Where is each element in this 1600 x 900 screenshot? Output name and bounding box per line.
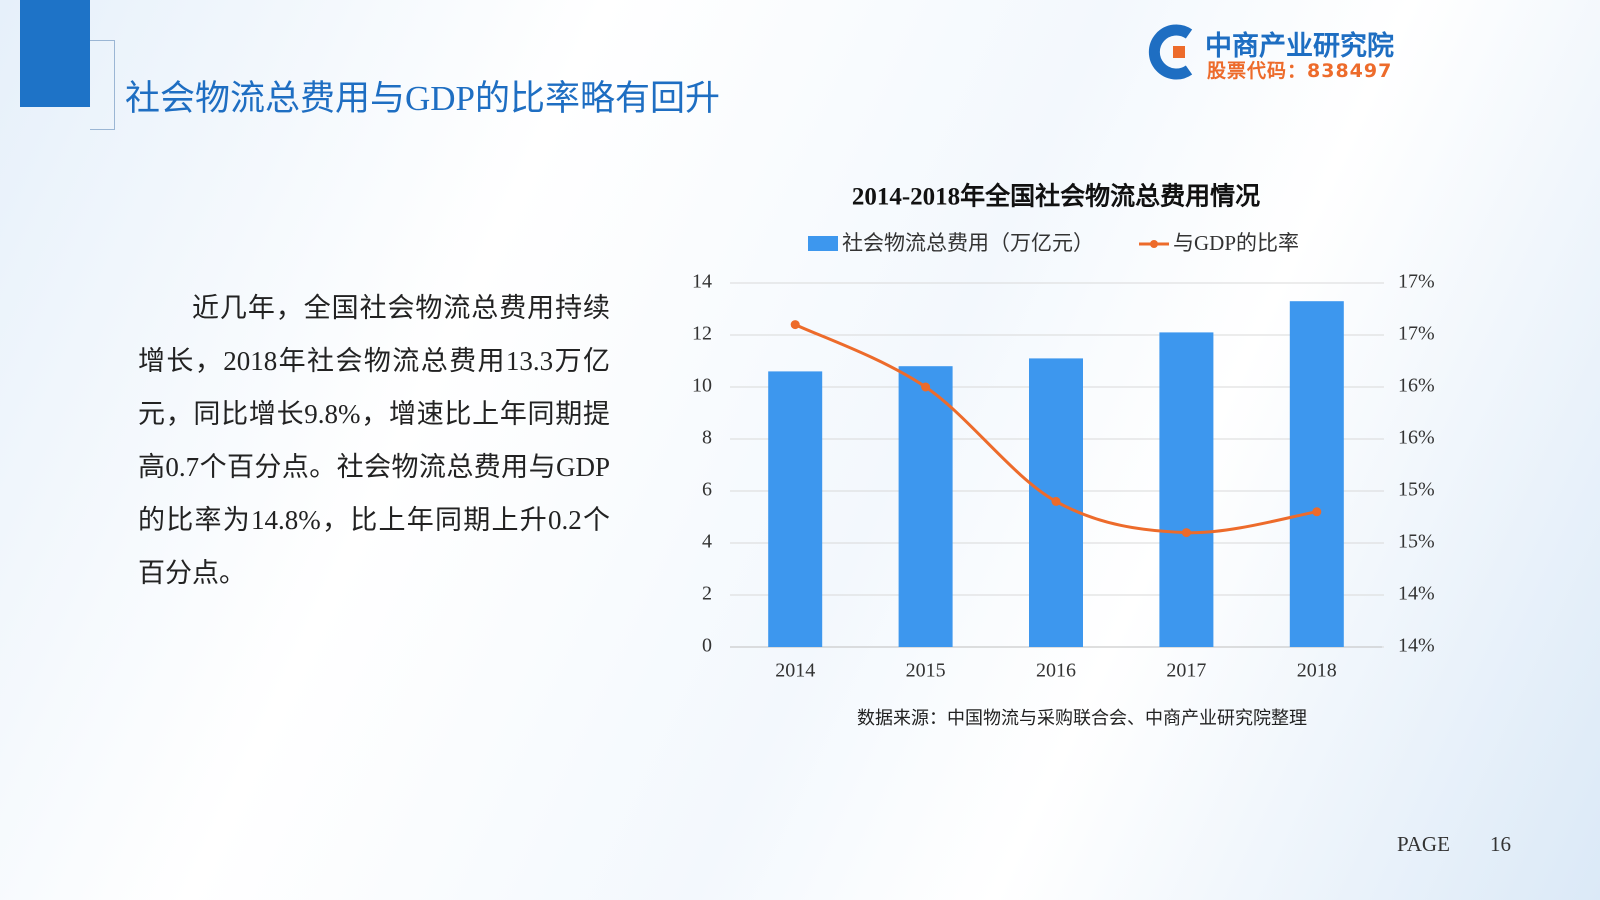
- line-point: [1312, 507, 1322, 517]
- y2-tick-label: 14%: [1398, 583, 1435, 605]
- line-point: [1181, 528, 1191, 538]
- logo-code: 股票代码：838497: [1207, 60, 1393, 82]
- bar: [1159, 332, 1214, 647]
- bar: [1289, 301, 1344, 647]
- x-tick-label: 2018: [1297, 660, 1337, 682]
- source: 数据来源：中国物流与采购联合会、中商产业研究院整理: [857, 708, 1307, 728]
- y-tick-label: 4: [702, 531, 712, 553]
- chart-title: 2014-2018年全国社会物流总费用情况: [852, 182, 1260, 211]
- line: [794, 323, 1318, 535]
- legend-label: 社会物流总费用（万亿元）: [842, 231, 1094, 255]
- y2-tick-label: 14%: [1398, 635, 1435, 657]
- legend-swatch: [808, 236, 838, 251]
- paragraph: 近几年，全国社会物流总费用持续增长，2018年社会物流总费用13.3万亿元，同比…: [138, 293, 610, 588]
- line-point: [790, 320, 800, 330]
- y2-tick-label: 16%: [1398, 427, 1435, 449]
- y-tick-label: 10: [692, 375, 712, 397]
- y-tick-label: 14: [692, 271, 712, 293]
- y-tick-label: 12: [692, 323, 712, 345]
- x-tick-label: 2016: [1036, 660, 1076, 682]
- x-tick-label: 2015: [906, 660, 946, 682]
- bar: [898, 366, 953, 647]
- title-block: [20, 0, 90, 107]
- legend-label: 与GDP的比率: [1173, 231, 1299, 255]
- line-point: [1051, 496, 1061, 506]
- y-tick-label: 2: [702, 583, 712, 605]
- bar: [768, 371, 823, 647]
- line-point: [921, 382, 931, 392]
- logo-icon: [1148, 24, 1193, 80]
- page-number: 16: [1490, 832, 1511, 856]
- legend-swatch: [1150, 240, 1158, 248]
- y-tick-label: 0: [702, 635, 712, 657]
- logo-name: 中商产业研究院: [1205, 31, 1394, 62]
- x-tick-label: 2014: [775, 660, 815, 682]
- title-frame: [90, 40, 115, 130]
- y2-tick-label: 15%: [1398, 531, 1435, 553]
- y-tick-label: 6: [702, 479, 712, 501]
- heading: 社会物流总费用与GDP的比率略有回升: [125, 79, 721, 118]
- y2-tick-label: 17%: [1398, 271, 1435, 293]
- page-label: PAGE: [1397, 832, 1450, 856]
- y2-tick-label: 16%: [1398, 375, 1435, 397]
- x-tick-label: 2017: [1166, 660, 1206, 682]
- y2-tick-label: 17%: [1398, 323, 1435, 345]
- y-tick-label: 8: [702, 427, 712, 449]
- y2-tick-label: 15%: [1398, 479, 1435, 501]
